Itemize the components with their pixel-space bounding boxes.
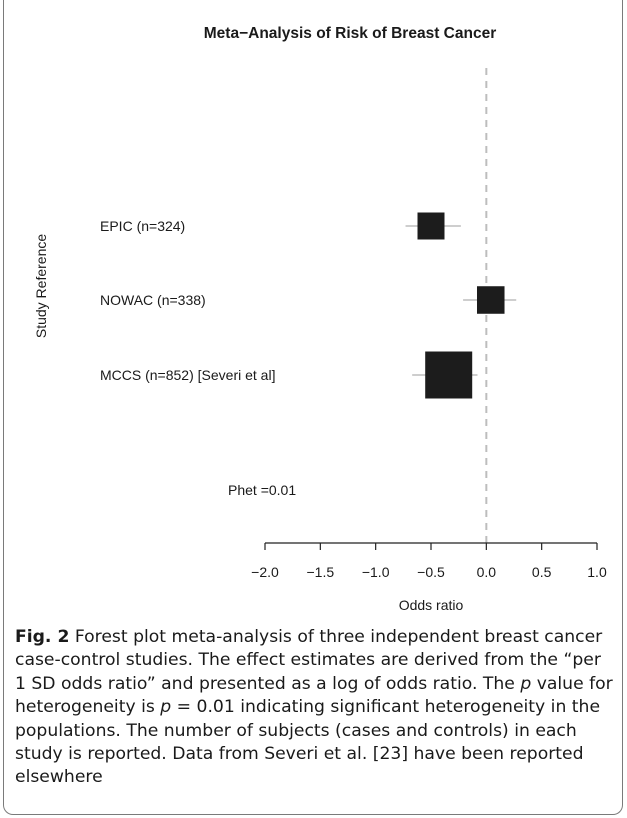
x-tick-label: 0.5 — [532, 564, 552, 580]
caption-label: Fig. 2 — [15, 627, 70, 647]
figure-caption: Fig. 2 Forest plot meta-analysis of thre… — [15, 626, 615, 790]
x-tick-label: −0.5 — [417, 564, 445, 580]
study-label: NOWAC (n=338) — [100, 292, 206, 308]
study-label: MCCS (n=852) [Severi et al] — [100, 367, 275, 383]
study-estimate-marker — [425, 351, 473, 399]
x-tick-label: −2.0 — [251, 564, 279, 580]
caption-text-2: value for heterogeneity is — [15, 673, 613, 718]
study-estimate-marker — [417, 212, 445, 240]
caption-p-symbol: p — [520, 673, 532, 694]
caption-text-3: = 0.01 indicating significant heterogene… — [15, 697, 601, 788]
x-axis-label: Odds ratio — [399, 597, 464, 613]
study-estimate-marker — [476, 286, 505, 314]
chart-title: Meta−Analysis of Risk of Breast Cancer — [204, 25, 496, 42]
study-rows: EPIC (n=324) NOWAC (n=338) MCCS (n=852) [S… — [100, 212, 517, 399]
x-axis-ticks: −2.0 −1.5 −1.0 −0.5 0.0 0.5 1.0 — [251, 543, 607, 580]
phet-annotation: Phet =0.01 — [228, 482, 296, 498]
study-label: EPIC (n=324) — [100, 218, 185, 234]
x-tick-label: 1.0 — [587, 564, 607, 580]
figure-frame — [3, 0, 623, 815]
x-tick-label: −1.0 — [362, 564, 390, 580]
caption-p-symbol-2: p — [160, 697, 172, 718]
caption-text-1: Forest plot meta-analysis of three indep… — [15, 627, 603, 694]
y-axis-label: Study Reference — [33, 234, 49, 338]
x-tick-label: −1.5 — [307, 564, 335, 580]
x-tick-label: 0.0 — [477, 564, 497, 580]
forest-plot: Meta−Analysis of Risk of Breast Cancer E… — [33, 25, 607, 613]
